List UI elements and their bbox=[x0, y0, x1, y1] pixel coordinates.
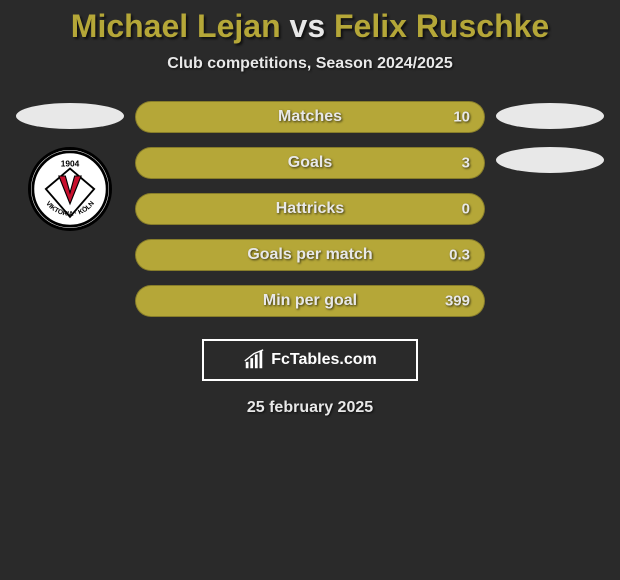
stat-right-value: 399 bbox=[445, 293, 470, 310]
chart-icon bbox=[243, 349, 265, 371]
svg-text:1904: 1904 bbox=[61, 159, 80, 169]
stat-bar-matches: Matches 10 bbox=[135, 101, 485, 133]
comparison-infographic: Michael Lejan vs Felix Ruschke Club comp… bbox=[0, 0, 620, 417]
page-title: Michael Lejan vs Felix Ruschke bbox=[0, 8, 620, 45]
stat-bars: Matches 10 Goals 3 Hattricks 0 Goals per… bbox=[135, 101, 485, 317]
player1-portrait-placeholder bbox=[16, 103, 124, 129]
stat-bar-hattricks: Hattricks 0 bbox=[135, 193, 485, 225]
stat-bar-min-per-goal: Min per goal 399 bbox=[135, 285, 485, 317]
stat-right-value: 0 bbox=[462, 201, 470, 218]
player2-name: Felix Ruschke bbox=[334, 8, 549, 44]
right-column bbox=[495, 101, 605, 173]
brand-text: FcTables.com bbox=[271, 351, 377, 369]
player2-portrait-placeholder bbox=[496, 103, 604, 129]
stat-right-value: 0.3 bbox=[449, 247, 470, 264]
viktoria-koln-badge-icon: 1904 VIKTORIA · KÖLN bbox=[31, 150, 109, 228]
brand-attribution[interactable]: FcTables.com bbox=[202, 339, 418, 381]
stat-label: Goals bbox=[288, 154, 332, 172]
stat-right-value: 3 bbox=[462, 155, 470, 172]
stat-label: Hattricks bbox=[276, 200, 344, 218]
stat-bar-goals: Goals 3 bbox=[135, 147, 485, 179]
stat-label: Goals per match bbox=[247, 246, 372, 264]
player1-club-badge: 1904 VIKTORIA · KÖLN bbox=[28, 147, 112, 231]
stat-label: Matches bbox=[278, 108, 342, 126]
stat-label: Min per goal bbox=[263, 292, 357, 310]
left-column: 1904 VIKTORIA · KÖLN bbox=[15, 101, 125, 231]
vs-text: vs bbox=[290, 8, 326, 44]
stat-bar-goals-per-match: Goals per match 0.3 bbox=[135, 239, 485, 271]
player1-name: Michael Lejan bbox=[71, 8, 281, 44]
subtitle: Club competitions, Season 2024/2025 bbox=[0, 55, 620, 73]
player2-club-placeholder bbox=[496, 147, 604, 173]
generation-date: 25 february 2025 bbox=[0, 399, 620, 417]
stat-right-value: 10 bbox=[453, 109, 470, 126]
main-content: 1904 VIKTORIA · KÖLN Matches 10 bbox=[0, 101, 620, 317]
